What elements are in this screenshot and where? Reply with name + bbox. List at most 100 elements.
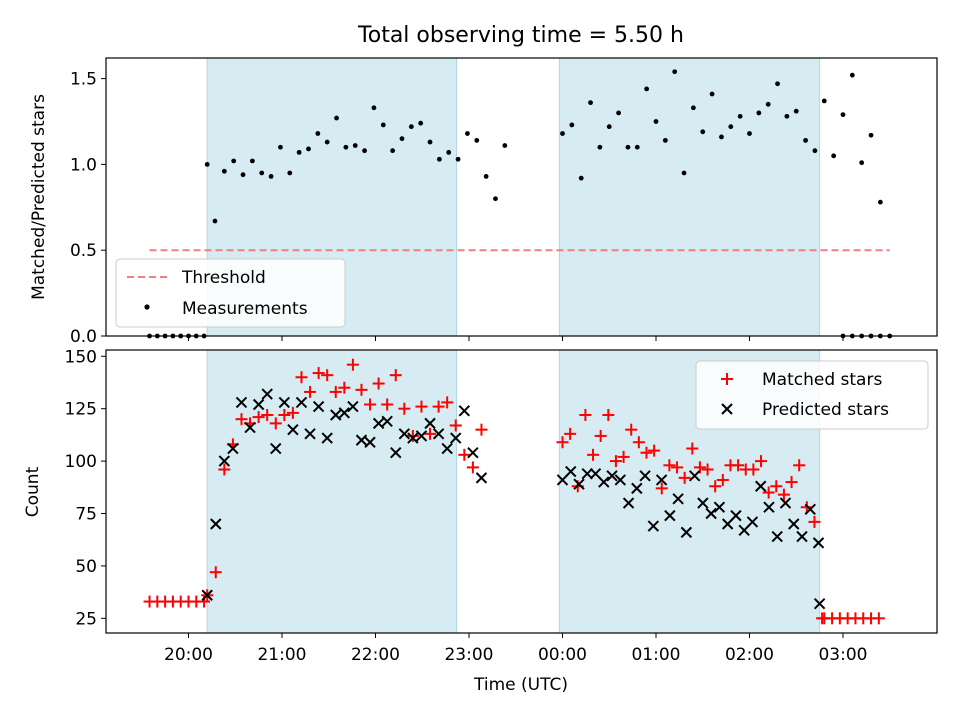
top-legend-box xyxy=(115,258,346,328)
matched-star-point xyxy=(747,463,760,476)
matched-star-point xyxy=(617,450,630,463)
measurement-point xyxy=(493,196,498,202)
measurement-point xyxy=(625,144,631,150)
matched-star-point xyxy=(770,480,783,493)
measurement-point xyxy=(408,124,414,130)
top-y-tick-label: 0.5 xyxy=(70,241,97,261)
measurement-point xyxy=(588,100,593,106)
predicted-legend-label: Predicted stars xyxy=(762,400,889,420)
measurement-point xyxy=(644,86,650,92)
measurement-point xyxy=(849,72,855,78)
predicted-stars-series xyxy=(201,388,826,610)
bottom-y-axis: 25 50 75 100 125 150 xyxy=(65,347,106,629)
predicted-star-point xyxy=(441,442,453,455)
predicted-star-point xyxy=(398,428,411,440)
x-tick-label: 22:00 xyxy=(351,645,400,665)
predicted-star-point xyxy=(614,474,627,486)
measurement-point xyxy=(690,105,696,111)
bottom-y-axis-label: Count xyxy=(23,466,43,517)
matched-star-point xyxy=(632,436,645,449)
matched-star-point xyxy=(295,371,308,384)
measurement-point xyxy=(371,105,377,111)
measurement-point xyxy=(390,148,396,154)
top-y-axis-label: Matched/Predicted stars xyxy=(29,94,49,300)
measurement-point xyxy=(268,174,274,179)
measurement-point xyxy=(662,137,668,143)
measurement-point xyxy=(812,148,818,154)
matched-legend-label: Matched stars xyxy=(762,370,882,390)
matched-star-point xyxy=(701,463,714,476)
measurement-point xyxy=(502,143,508,148)
predicted-star-point xyxy=(813,597,826,610)
measurement-point xyxy=(681,170,687,176)
predicted-star-point xyxy=(372,417,385,430)
measurement-point xyxy=(672,69,678,75)
predicted-star-point xyxy=(647,520,660,532)
bottom-legend: Matched stars Predicted stars xyxy=(695,360,929,430)
matched-star-point xyxy=(235,413,248,426)
matched-star-point xyxy=(286,406,299,419)
measurement-point xyxy=(859,160,865,166)
bottom-x-axis: 20:00 21:00 22:00 23:00 00:00 01:00 02:00 03:00 xyxy=(164,633,867,665)
measurement-point xyxy=(362,148,367,154)
bottom-y-tick-label: 50 xyxy=(75,557,97,577)
matched-star-point xyxy=(449,419,462,432)
measurement-point xyxy=(560,131,565,136)
measurement-point xyxy=(747,131,752,136)
x-tick-label: 03:00 xyxy=(818,645,867,665)
matched-star-point xyxy=(785,476,798,489)
matched-star-point xyxy=(261,408,274,421)
predicted-star-point xyxy=(664,509,676,522)
measurement-point xyxy=(380,122,386,128)
x-tick-label: 23:00 xyxy=(444,645,493,665)
predicted-star-point xyxy=(424,417,436,430)
measurement-point xyxy=(240,172,246,178)
measurement-point xyxy=(569,122,575,128)
x-axis-label: Time (UTC) xyxy=(473,675,568,695)
matched-star-point xyxy=(398,402,411,415)
matched-star-point xyxy=(424,427,437,440)
measurement-point xyxy=(634,144,640,150)
matched-star-point xyxy=(406,429,419,442)
predicted-star-point xyxy=(804,503,816,516)
matched-star-point xyxy=(441,396,454,409)
observing-window-2 xyxy=(558,57,821,337)
measurement-point xyxy=(399,136,405,142)
matched-star-point xyxy=(381,398,394,411)
predicted-star-point xyxy=(201,589,213,601)
measurement-point xyxy=(765,101,771,107)
measurement-point xyxy=(840,112,846,118)
predicted-star-point xyxy=(771,530,783,543)
matched-star-point xyxy=(716,473,729,486)
matched-star-point xyxy=(209,566,222,579)
matched-star-point xyxy=(372,377,385,390)
matched-star-point xyxy=(609,455,622,468)
measurement-point xyxy=(278,144,283,150)
predicted-star-point xyxy=(432,428,445,440)
predicted-star-point xyxy=(796,530,808,543)
measurement-point xyxy=(728,124,734,130)
matched-star-point xyxy=(648,444,661,457)
predicted-star-point xyxy=(347,400,359,413)
top-plot-frame xyxy=(105,57,938,337)
measurement-point xyxy=(616,110,621,116)
matched-star-point xyxy=(579,408,592,421)
predicted-star-point xyxy=(252,398,265,411)
matched-star-point xyxy=(355,383,368,396)
matched-star-point xyxy=(587,448,600,461)
measurement-point xyxy=(821,98,827,104)
measurement-point xyxy=(803,137,808,143)
predicted-star-point xyxy=(355,434,368,446)
predicted-star-point xyxy=(278,396,291,409)
matched-star-point xyxy=(594,429,607,442)
predicted-star-point xyxy=(458,405,471,417)
bottom-y-tick-label: 75 xyxy=(75,505,97,525)
matched-star-point xyxy=(640,446,653,459)
x-tick-label: 20:00 xyxy=(164,645,213,665)
predicted-star-point xyxy=(227,442,239,455)
measurement-point xyxy=(287,170,293,176)
matched-star-point xyxy=(415,400,428,413)
matched-star-point xyxy=(655,482,668,495)
measurement-point xyxy=(446,149,452,155)
matched-star-point xyxy=(432,400,445,413)
